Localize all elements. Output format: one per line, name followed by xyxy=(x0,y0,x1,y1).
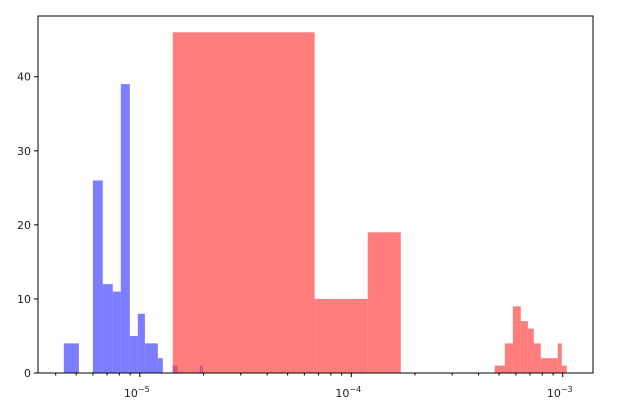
histogram-bar xyxy=(314,298,368,373)
histogram-bar xyxy=(540,358,558,373)
histogram-bar xyxy=(120,84,130,373)
bars-layer xyxy=(63,32,567,373)
histogram-bar xyxy=(63,343,79,373)
histogram-bar xyxy=(527,328,534,373)
histogram-bar xyxy=(512,306,521,373)
histogram-bar xyxy=(533,343,541,373)
histogram-bar xyxy=(557,343,562,373)
y-tick-label: 20 xyxy=(17,219,31,232)
y-tick-label: 40 xyxy=(17,71,31,84)
histogram-bar xyxy=(144,343,158,373)
histogram-bar xyxy=(157,358,163,373)
histogram-bar xyxy=(112,291,121,373)
x-tick-label: 10−3 xyxy=(547,385,573,400)
y-tick-label: 0 xyxy=(24,367,31,380)
histogram-bar xyxy=(102,284,113,373)
histogram-bar xyxy=(129,335,138,373)
histogram-bar xyxy=(92,180,103,373)
y-tick-label: 30 xyxy=(17,145,31,158)
histogram-bar xyxy=(561,365,567,373)
axes-frame xyxy=(37,15,594,374)
histogram-bar xyxy=(504,343,513,373)
y-tick-label: 10 xyxy=(17,293,31,306)
x-tick-label: 10−5 xyxy=(124,385,150,400)
x-tick-label: 10−4 xyxy=(335,385,361,400)
histogram-bar xyxy=(137,313,145,373)
histogram-bar xyxy=(367,232,401,373)
histogram-bar xyxy=(494,365,505,373)
histogram-bar xyxy=(172,32,315,373)
axes-layer: 0 10 20 30 40 10−5 10−4 10−3 xyxy=(17,15,594,400)
histogram-bar xyxy=(520,321,528,373)
